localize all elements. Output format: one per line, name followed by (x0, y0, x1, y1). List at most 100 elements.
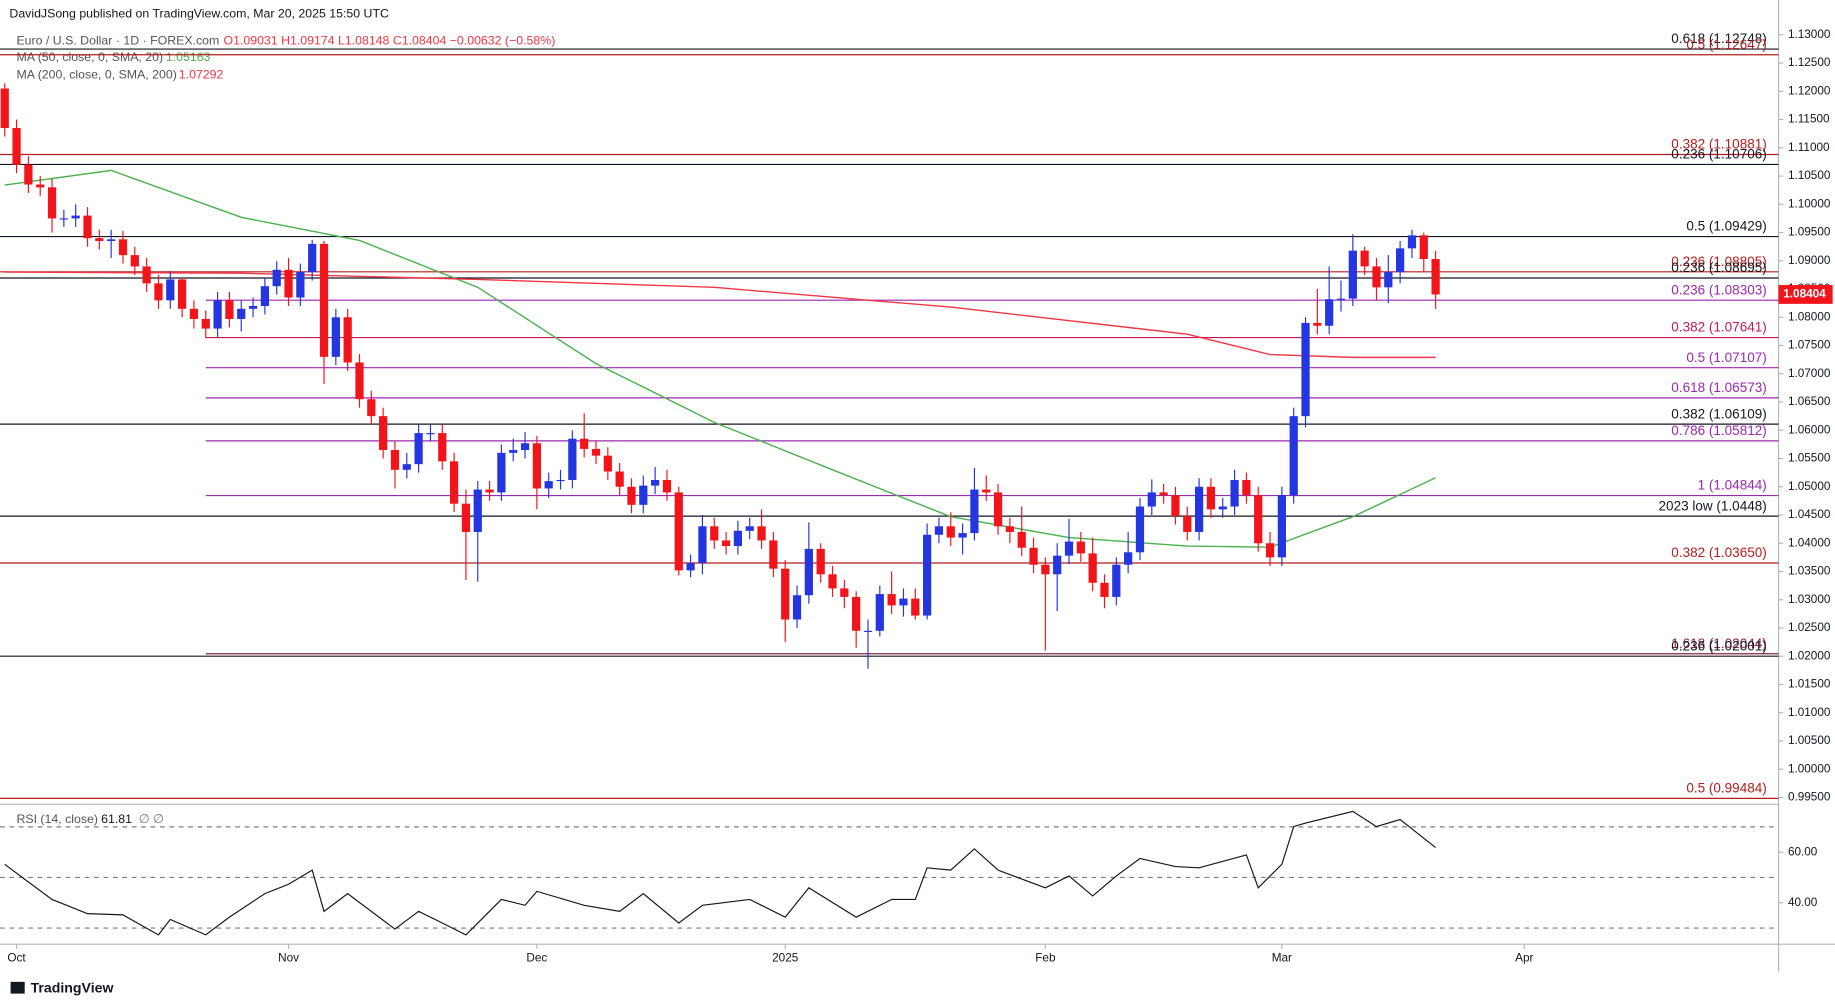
y-tick-label: 1.08000 (1788, 310, 1831, 323)
last-price-tag (1778, 285, 1833, 304)
level-label: 0.618 (1.12748) (1671, 31, 1766, 46)
candle-body (1206, 486, 1216, 510)
candle-body (390, 450, 400, 470)
candle-body (1147, 492, 1156, 507)
level-label: 0.382 (1.10881) (1671, 137, 1766, 152)
candle-body (1053, 555, 1062, 575)
candle-body (36, 184, 45, 188)
ma50-value: 1.05163 (166, 50, 211, 64)
ohlc-legend: O1.09031 H1.09174 L1.08148 C1.08404 −0.0… (223, 33, 555, 47)
candle-body (804, 548, 813, 596)
candle-body (118, 239, 128, 256)
level-label: 0.618 (1.06573) (1671, 380, 1766, 395)
candle-body (142, 266, 151, 284)
candle-body (461, 503, 471, 532)
y-tick-label: 1.00000 (1788, 762, 1831, 775)
candle-body (1384, 272, 1393, 288)
candle-body (1313, 322, 1322, 326)
candle-body (1301, 322, 1310, 417)
y-tick-label: 1.12000 (1788, 84, 1831, 97)
x-tick-label: Nov (278, 951, 299, 964)
y-tick-label: 1.06000 (1788, 423, 1831, 436)
level-label: 1 (1.04844) (1698, 478, 1767, 493)
y-tick-label: 1.03000 (1788, 593, 1831, 606)
candle-body (1230, 479, 1239, 507)
candle-body (1396, 248, 1405, 273)
candle-body (1064, 541, 1074, 556)
ma50-legend: MA (50, close, 0, SMA, 20) (16, 50, 163, 64)
ma200-legend: MA (200, close, 0, SMA, 200) (16, 68, 176, 82)
level-label: 0.236 (1.08695) (1671, 260, 1766, 275)
candle-body (627, 486, 636, 505)
candle-body (568, 438, 577, 480)
candle-body (509, 450, 518, 453)
candle-body (520, 443, 530, 451)
level-label: 0.236 (1.02001) (1671, 638, 1766, 653)
candle-body (875, 594, 884, 631)
candle-body (863, 630, 873, 632)
y-tick-label: 1.05000 (1788, 480, 1831, 493)
y-tick-label: 1.09500 (1788, 226, 1831, 239)
candle-body (1017, 531, 1026, 548)
moving-average (4, 169, 1436, 548)
candle-body (260, 286, 270, 306)
footer-brand: TradingView (31, 980, 114, 996)
candle-body (934, 526, 944, 535)
y-tick-label: 1.13000 (1788, 28, 1831, 41)
level-label: 0.236 (1.10706) (1671, 147, 1766, 162)
candle-body (840, 588, 849, 597)
candle-body (615, 471, 624, 487)
candle-body (556, 479, 565, 482)
candle-body (852, 596, 861, 631)
y-tick-label: 1.10000 (1788, 197, 1831, 210)
y-tick-label: 1.01500 (1788, 678, 1831, 691)
candle-body (237, 308, 246, 319)
rsi-value: 61.81 (101, 812, 132, 826)
candle-body (1431, 259, 1440, 295)
candle-body (485, 489, 494, 493)
candle-body (0, 88, 9, 129)
candle-body (1372, 266, 1381, 288)
candle-body (248, 305, 258, 309)
candle-body (83, 215, 92, 239)
level-label: 0.236 (1.08303) (1671, 282, 1766, 297)
y-tick-label: 1.06500 (1788, 395, 1831, 408)
candle-body (1041, 564, 1050, 575)
y-tick-label: 1.02000 (1788, 649, 1831, 662)
level-label: 0.786 (1.05812) (1671, 423, 1766, 438)
candle-body (887, 594, 896, 606)
x-tick-label: Feb (1035, 951, 1056, 964)
candle-body (792, 595, 802, 620)
rsi-flags: ∅ ∅ (139, 812, 164, 826)
candle-body (438, 433, 447, 462)
candle-body (71, 215, 80, 219)
candle-body (319, 243, 329, 357)
y-tick-label: 1.00500 (1788, 734, 1831, 747)
candle-body (899, 598, 908, 606)
level-label: 0.382 (1.06109) (1671, 406, 1766, 421)
candle-body (958, 533, 967, 538)
candle-body (402, 464, 411, 470)
candle-body (1029, 547, 1038, 565)
y-tick-label: 60.00 (1788, 845, 1818, 858)
candle-body (1005, 526, 1015, 532)
level-label: 0.5 (1.12647) (1686, 37, 1766, 52)
y-tick-label: 1.12500 (1788, 56, 1831, 69)
candle-body (343, 317, 352, 363)
candle-body (426, 433, 435, 435)
candle-body (603, 455, 612, 472)
x-tick-label: Mar (1272, 951, 1292, 964)
candle-body (1171, 495, 1180, 517)
candle-body (1277, 495, 1286, 558)
candle-body (816, 548, 825, 575)
candle-body (1419, 235, 1428, 260)
candle-body (59, 218, 68, 220)
candle-body (662, 479, 672, 493)
symbol-title: Euro / U.S. Dollar · 1D · FOREX.com (16, 33, 219, 47)
candle-body (12, 128, 21, 165)
candle-body (733, 530, 743, 547)
candle-body (745, 526, 754, 531)
candle-body (107, 239, 116, 242)
candle-body (1135, 506, 1145, 553)
